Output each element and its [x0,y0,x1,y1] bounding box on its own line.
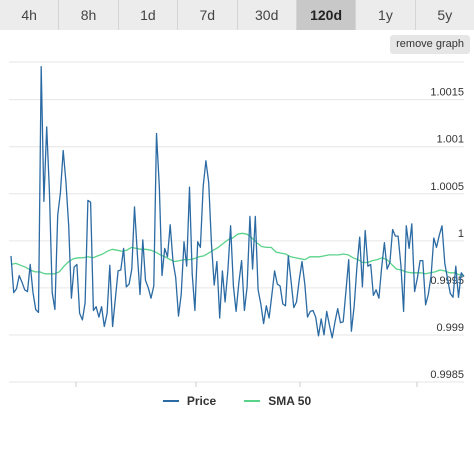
legend-sma-swatch [244,400,261,402]
y-tick-label: 1.0005 [430,181,464,193]
legend-price-label: Price [186,394,217,408]
tab-120d[interactable]: 120d [296,0,357,30]
y-tick-label: 1 [458,228,464,240]
y-tick-label: 1.001 [436,134,464,146]
legend-item-price[interactable]: Price [162,391,217,411]
legend-sma-label: SMA 50 [268,394,312,408]
y-tick-label: 0.9985 [430,369,464,381]
tab-5y[interactable]: 5y [437,7,453,23]
chart-legend: Price SMA 50 [0,391,474,411]
tab-1d[interactable]: 1d [119,0,179,30]
tab-8h[interactable]: 8h [59,0,119,30]
y-tick-label: 0.9995 [430,275,464,287]
y-tick-label: 0.999 [436,322,464,334]
legend-price-swatch [162,400,179,402]
tab-1y[interactable]: 1y [356,0,416,30]
y-tick-label: 1.0015 [430,87,464,99]
tab-7d[interactable]: 7d [178,0,238,30]
tab-4h[interactable]: 4h [0,0,60,30]
remove-graph-button[interactable]: remove graph [390,35,470,54]
tab-30d[interactable]: 30d [238,0,297,30]
timeframe-tabs: 4h 8h 1d 7d 30d 120d 1y 5y [0,0,474,30]
price-series-line [10,66,465,339]
legend-item-sma[interactable]: SMA 50 [244,391,311,411]
sma-series-line [10,232,465,277]
